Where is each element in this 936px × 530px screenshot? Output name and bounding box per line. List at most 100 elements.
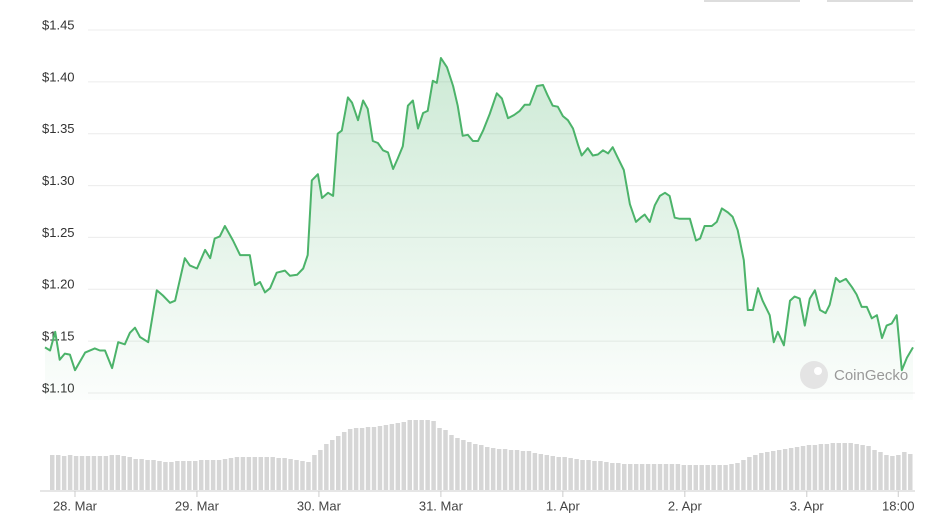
volume-bar bbox=[496, 449, 502, 490]
volume-bar bbox=[341, 432, 347, 490]
volume-bar bbox=[79, 456, 85, 490]
volume-bar bbox=[550, 456, 555, 490]
volume-bar bbox=[300, 461, 305, 490]
volume-bar bbox=[687, 465, 693, 490]
volume-bar bbox=[276, 458, 281, 490]
volume-bar bbox=[228, 458, 234, 490]
volume-bar bbox=[359, 428, 365, 490]
price-area bbox=[45, 58, 913, 400]
volume-bar bbox=[121, 456, 126, 490]
volume-bar bbox=[651, 464, 657, 490]
volume-bar bbox=[443, 430, 448, 490]
volume-bar bbox=[413, 420, 418, 490]
volume-bar bbox=[330, 440, 335, 490]
volume-bar bbox=[770, 451, 776, 490]
volume-bar bbox=[753, 455, 758, 490]
volume-bar bbox=[109, 455, 115, 490]
volume-bar bbox=[353, 428, 359, 490]
volume-bar bbox=[705, 465, 710, 490]
volume-bar bbox=[473, 444, 478, 490]
volume-bar bbox=[455, 438, 460, 490]
volume-bar bbox=[288, 459, 293, 490]
volume-bar bbox=[884, 455, 889, 490]
volume-bar bbox=[425, 420, 430, 490]
volume-bar bbox=[866, 446, 871, 490]
volume-bar bbox=[598, 461, 603, 490]
volume-bar bbox=[127, 457, 132, 490]
volume-bar bbox=[592, 461, 597, 490]
volume-bar bbox=[145, 460, 150, 490]
volume-bar bbox=[449, 435, 454, 490]
volume-bar bbox=[258, 457, 264, 490]
volume-bar bbox=[431, 421, 436, 490]
volume-bar bbox=[842, 443, 847, 490]
volume-bar bbox=[401, 422, 407, 490]
volume-bar bbox=[306, 462, 311, 490]
volume-bar bbox=[324, 444, 329, 490]
volume-bar bbox=[645, 464, 651, 490]
volume-bar bbox=[586, 460, 591, 490]
volume-bar bbox=[139, 459, 144, 490]
volume-bar bbox=[699, 465, 704, 490]
volume-bar bbox=[890, 456, 895, 490]
volume-bar bbox=[198, 460, 204, 490]
volume-bar bbox=[175, 461, 180, 490]
volume-bar bbox=[622, 464, 627, 490]
volume-bar bbox=[544, 455, 550, 490]
y-tick-label: $1.20 bbox=[42, 277, 75, 292]
volume-bar bbox=[181, 461, 186, 490]
volume-bar bbox=[574, 459, 579, 490]
volume-bar bbox=[234, 457, 240, 490]
x-tick-label: 18:00 bbox=[882, 498, 915, 513]
volume-bar bbox=[747, 457, 752, 490]
volume-bar bbox=[818, 444, 824, 490]
volume-bar bbox=[836, 443, 842, 490]
volume-bar bbox=[115, 455, 121, 490]
volume-bar bbox=[264, 457, 269, 490]
volume-bar bbox=[800, 446, 806, 490]
volume-bar bbox=[377, 426, 383, 490]
range-button[interactable] bbox=[827, 0, 913, 2]
x-tick-label: 31. Mar bbox=[419, 498, 464, 513]
x-tick-label: 1. Apr bbox=[546, 498, 581, 513]
volume-bar bbox=[896, 455, 901, 490]
y-tick-label: $1.30 bbox=[42, 173, 75, 188]
volume-bar bbox=[908, 454, 913, 490]
x-tick-label: 28. Mar bbox=[53, 498, 98, 513]
volume-bar bbox=[782, 449, 788, 490]
volume-bar bbox=[187, 461, 192, 490]
volume-bar bbox=[848, 443, 853, 490]
volume-bar bbox=[103, 456, 109, 490]
volume-bar bbox=[479, 445, 484, 490]
volume-bar bbox=[461, 440, 466, 490]
volume-bar bbox=[872, 450, 877, 490]
volume-bar bbox=[169, 462, 174, 490]
volume-bar bbox=[735, 463, 740, 490]
volume-bar bbox=[91, 456, 97, 490]
x-tick-label: 30. Mar bbox=[297, 498, 342, 513]
volume-bar bbox=[830, 443, 836, 490]
volume-bar bbox=[824, 444, 830, 490]
volume-bar bbox=[776, 450, 782, 490]
volume-bar bbox=[210, 460, 216, 490]
volume-bar bbox=[639, 464, 645, 490]
volume-bar bbox=[371, 427, 377, 490]
volume-bar bbox=[347, 429, 353, 490]
volume-bar bbox=[794, 447, 800, 490]
volume-bar bbox=[163, 462, 168, 490]
volume-bar bbox=[741, 460, 746, 490]
volume-bar bbox=[604, 462, 609, 490]
volume-bar bbox=[854, 444, 859, 490]
volume-bar bbox=[97, 456, 103, 490]
volume-bar bbox=[681, 465, 687, 490]
y-tick-label: $1.25 bbox=[42, 225, 75, 240]
volume-bar bbox=[407, 420, 412, 490]
volume-bar bbox=[711, 465, 716, 490]
volume-bar bbox=[85, 456, 91, 490]
y-tick-label: $1.35 bbox=[42, 121, 75, 136]
range-button[interactable] bbox=[704, 0, 800, 2]
volume-bar bbox=[282, 458, 287, 490]
x-tick-label: 29. Mar bbox=[175, 498, 220, 513]
volume-bar bbox=[878, 452, 883, 490]
